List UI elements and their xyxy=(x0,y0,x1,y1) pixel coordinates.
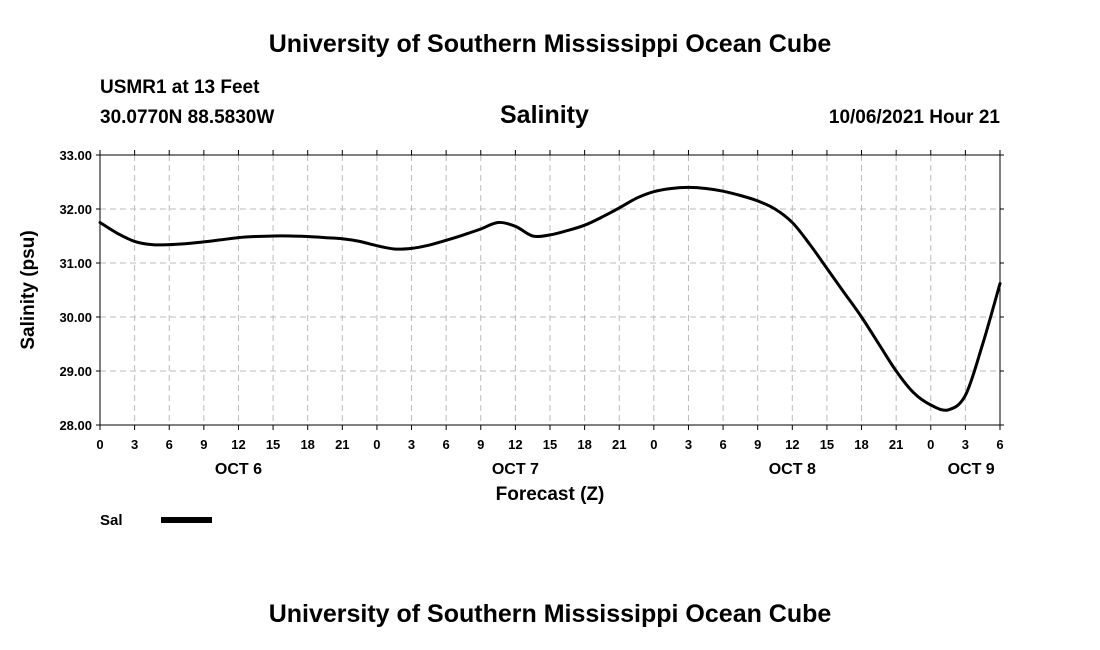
x-tick-label: 6 xyxy=(996,437,1003,452)
y-tick-label: 30.00 xyxy=(59,310,92,325)
x-tick-label: 15 xyxy=(820,437,834,452)
x-tick-label: 0 xyxy=(650,437,657,452)
legend-label: Sal xyxy=(100,512,123,529)
y-tick-label: 29.00 xyxy=(59,364,92,379)
y-tick-label: 33.00 xyxy=(59,148,92,163)
x-tick-label: 6 xyxy=(719,437,726,452)
x-day-label: OCT 7 xyxy=(492,461,539,478)
x-tick-label: 18 xyxy=(300,437,314,452)
x-tick-label: 3 xyxy=(131,437,138,452)
x-tick-label: 12 xyxy=(785,437,799,452)
series-line-sal xyxy=(98,185,1002,412)
y-tick-label: 31.00 xyxy=(59,256,92,271)
x-tick-label: 9 xyxy=(477,437,484,452)
legend: Sal xyxy=(100,512,212,529)
x-tick-label: 12 xyxy=(508,437,522,452)
x-tick-label: 21 xyxy=(612,437,626,452)
x-axis-title: Forecast (Z) xyxy=(496,484,605,505)
axis-labels: 28.00 29.00 30.00 31.00 32.00 33.00 0 3 6 9 12 15 18… xyxy=(59,148,1003,478)
x-tick-label: 0 xyxy=(927,437,934,452)
x-tick-label: 15 xyxy=(266,437,280,452)
x-day-label: OCT 6 xyxy=(215,461,262,478)
x-tick-label: 3 xyxy=(408,437,415,452)
x-tick-label: 15 xyxy=(543,437,557,452)
station-label: USMR1 at 13 Feet xyxy=(100,77,260,98)
page-title: University of Southern Mississippi Ocean… xyxy=(268,30,832,58)
x-tick-label: 0 xyxy=(373,437,380,452)
x-tick-label: 3 xyxy=(685,437,692,452)
grid-lines xyxy=(100,155,1000,425)
footer-title: University of Southern Mississippi Ocean… xyxy=(268,600,832,628)
x-tick-label: 18 xyxy=(854,437,868,452)
chart-title: Salinity xyxy=(500,101,589,129)
x-tick-label: 9 xyxy=(200,437,207,452)
station-coordinates: 30.0770N 88.5830W xyxy=(100,107,275,128)
forecast-timestamp: 10/06/2021 Hour 21 xyxy=(828,107,1000,128)
axis-ticks xyxy=(96,150,1004,430)
x-tick-label: 18 xyxy=(577,437,591,452)
x-day-label: OCT 9 xyxy=(948,461,995,478)
y-axis-title: Salinity (psu) xyxy=(18,230,39,349)
y-tick-label: 32.00 xyxy=(59,202,92,217)
y-tick-label: 28.00 xyxy=(59,418,92,433)
x-tick-label: 21 xyxy=(889,437,903,452)
x-day-label: OCT 8 xyxy=(769,461,816,478)
x-tick-label: 9 xyxy=(754,437,761,452)
x-tick-label: 3 xyxy=(962,437,969,452)
x-tick-label: 0 xyxy=(96,437,103,452)
x-tick-label: 12 xyxy=(231,437,245,452)
x-tick-label: 6 xyxy=(166,437,173,452)
x-tick-label: 21 xyxy=(335,437,349,452)
x-tick-label: 6 xyxy=(443,437,450,452)
